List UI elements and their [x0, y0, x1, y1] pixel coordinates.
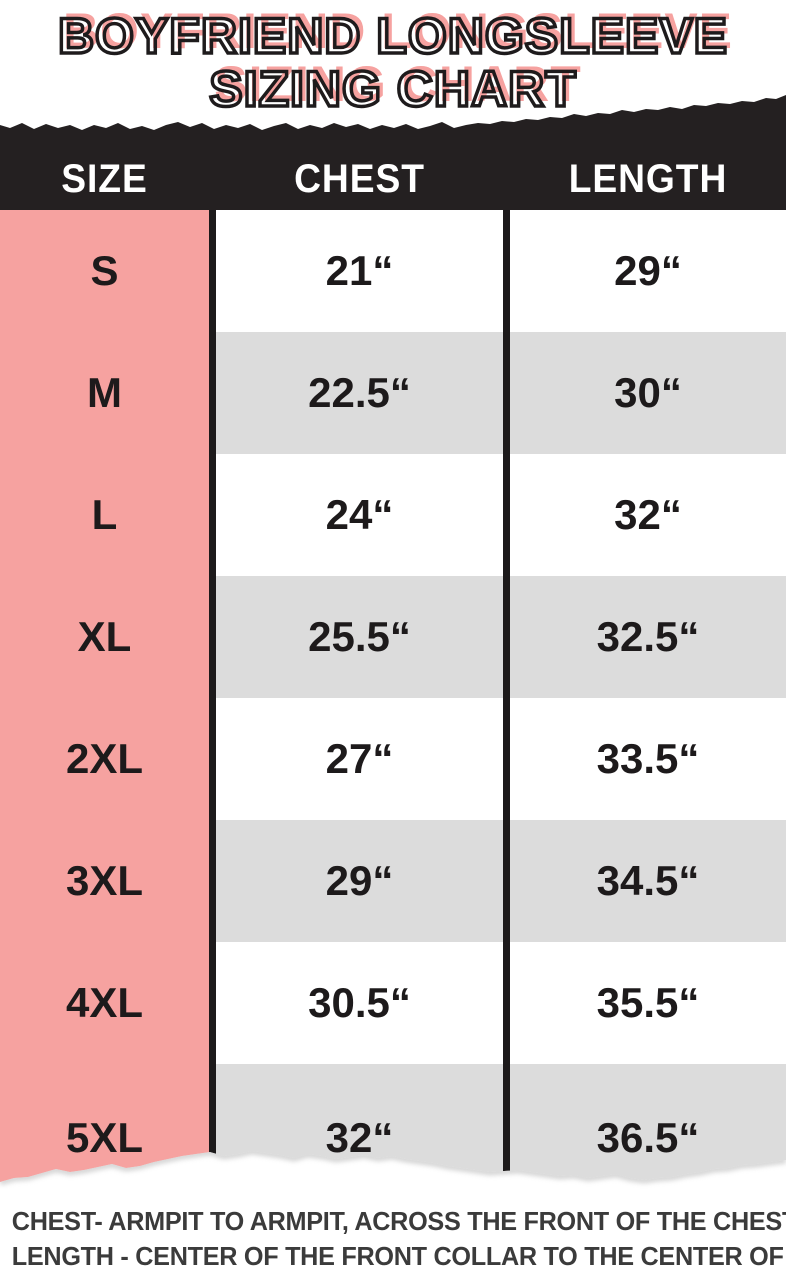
chest-cell: 29“: [209, 820, 510, 942]
table-row-xl: XL 25.5“ 32.5“: [0, 576, 786, 698]
title-line-2: SIZING CHART SIZING CHART: [0, 58, 786, 117]
table-row-m: M 22.5“ 30“: [0, 332, 786, 454]
table-row-l: L 24“ 32“: [0, 454, 786, 576]
chest-cell: 27“: [209, 698, 510, 820]
size-cell: 3XL: [0, 820, 209, 942]
length-cell: 29“: [510, 210, 786, 332]
table-row-s: S 21“ 29“: [0, 210, 786, 332]
page-title: BOYFRIEND LONGSLEEVE BOYFRIEND LONGSLEEV…: [0, 5, 786, 117]
size-cell: L: [0, 454, 209, 576]
size-cell: M: [0, 332, 209, 454]
chest-cell: 24“: [209, 454, 510, 576]
size-cell: 4XL: [0, 942, 209, 1064]
table-row-2xl: 2XL 27“ 33.5“: [0, 698, 786, 820]
title-line2-outline: SIZING CHART: [207, 61, 577, 117]
chest-cell: 25.5“: [209, 576, 510, 698]
length-cell: 32.5“: [510, 576, 786, 698]
title-line2-fill: SIZING CHART: [214, 56, 582, 112]
torn-paper-edge-bottom: [0, 1151, 786, 1212]
length-cell: 35.5“: [510, 942, 786, 1064]
column-header-size: SIZE: [61, 156, 148, 201]
chest-cell: 21“: [209, 210, 510, 332]
table-header: SIZE CHEST LENGTH: [0, 148, 786, 210]
title-line1-fill: BOYFRIEND LONGSLEEVE: [62, 3, 734, 59]
measurement-notes: CHEST- ARMPIT TO ARMPIT, ACROSS THE FRON…: [0, 1204, 786, 1274]
torn-paper-edge-top: [0, 95, 786, 150]
length-note: LENGTH - CENTER OF THE FRONT COLLAR TO T…: [11, 1241, 786, 1271]
size-cell: S: [0, 210, 209, 332]
size-cell: 2XL: [0, 698, 209, 820]
length-cell: 34.5“: [510, 820, 786, 942]
chest-cell: 30.5“: [209, 942, 510, 1064]
chest-cell: 22.5“: [209, 332, 510, 454]
table-row-3xl: 3XL 29“ 34.5“: [0, 820, 786, 942]
column-header-chest: CHEST: [294, 156, 425, 201]
size-cell: XL: [0, 576, 209, 698]
table-row-4xl: 4XL 30.5“ 35.5“: [0, 942, 786, 1064]
sizing-table: S 21“ 29“ M 22.5“ 30“ L 24“ 32“ XL 25.5“…: [0, 210, 786, 1212]
length-cell: 30“: [510, 332, 786, 454]
chest-note: CHEST- ARMPIT TO ARMPIT, ACROSS THE FRON…: [11, 1206, 786, 1236]
title-line-1: BOYFRIEND LONGSLEEVE BOYFRIEND LONGSLEEV…: [0, 5, 786, 64]
length-cell: 32“: [510, 454, 786, 576]
title-line1-outline: BOYFRIEND LONGSLEEVE: [56, 8, 729, 64]
length-cell: 33.5“: [510, 698, 786, 820]
column-header-length: LENGTH: [568, 156, 728, 201]
